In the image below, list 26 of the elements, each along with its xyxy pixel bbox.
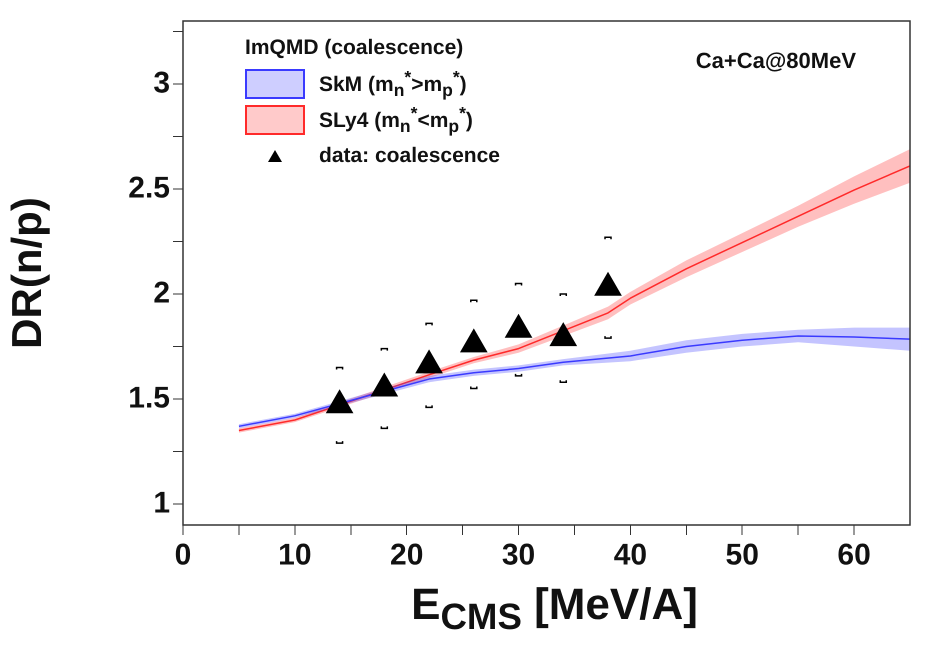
legend-title: ImQMD (coalescence) — [245, 36, 464, 60]
y-tick-label: 2.5 — [128, 171, 170, 204]
point — [550, 322, 577, 346]
x-axis-title: E$_{CMS}$ [MeV/A] — [410, 580, 699, 638]
x-tick-label: 60 — [837, 538, 871, 572]
y-tick-label: 1 — [153, 486, 170, 520]
legend-label: SkM (m$_{n}$$^{*}$>m$_{p}$$^{*}$) — [319, 66, 467, 102]
point — [505, 314, 532, 338]
y-tick-label: 3 — [153, 66, 170, 100]
x-tick-label: 20 — [390, 538, 424, 572]
point — [594, 272, 622, 296]
y-axis-title: DR(n/p) — [2, 197, 50, 349]
point — [416, 350, 443, 374]
x-tick-label: 30 — [502, 538, 536, 572]
legend-label: SLy4 (m$_{n}$$^{*}$<m$_{p}$$^{*}$) — [319, 102, 473, 138]
point — [370, 373, 398, 396]
x-tick-label: 10 — [278, 538, 312, 572]
x-tick-label: 40 — [614, 538, 648, 572]
y-tick-label: 2 — [153, 276, 170, 310]
annotation: Ca+Ca@80MeV — [696, 48, 856, 74]
x-tick-label: 50 — [726, 538, 759, 572]
point — [460, 328, 488, 352]
legend-label: data: coalescence — [319, 144, 500, 168]
point — [326, 390, 354, 414]
x-tick-label: 0 — [174, 538, 192, 572]
y-tick-label: 1.5 — [128, 381, 170, 414]
